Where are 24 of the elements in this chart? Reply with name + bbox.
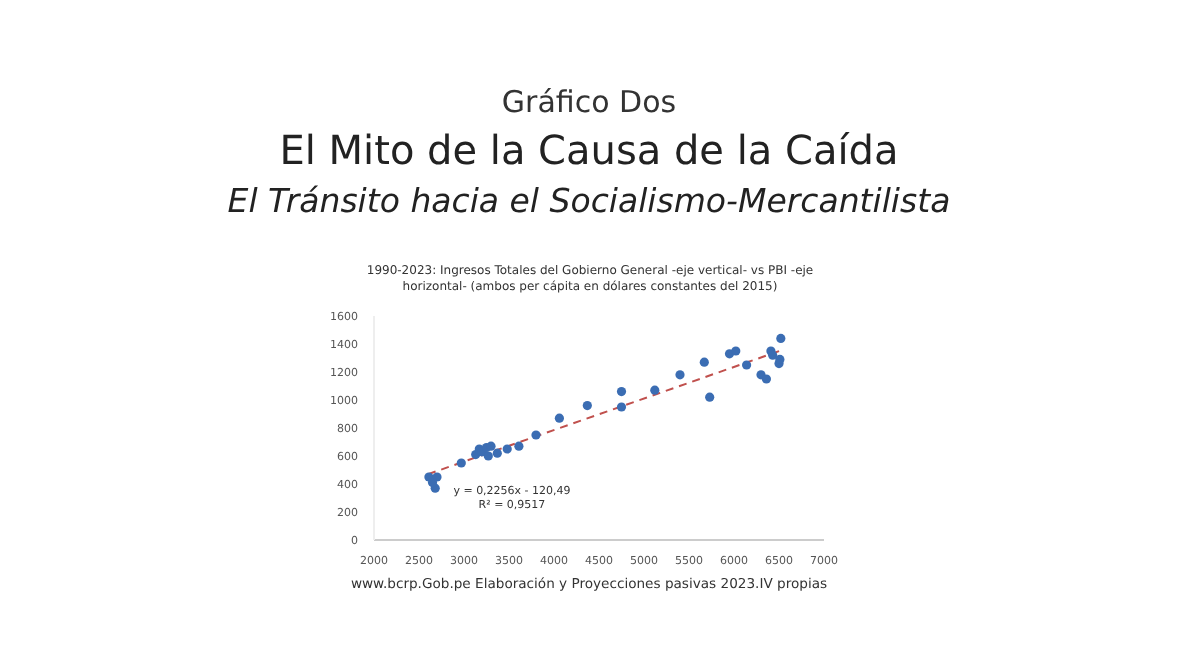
point bbox=[705, 392, 715, 402]
point bbox=[456, 458, 466, 468]
text: Gráfico Dos bbox=[499, 84, 679, 122]
point bbox=[582, 401, 592, 411]
point bbox=[675, 370, 685, 380]
point bbox=[616, 402, 627, 412]
point bbox=[514, 441, 524, 451]
point bbox=[492, 448, 502, 458]
point bbox=[483, 451, 493, 461]
point bbox=[742, 360, 752, 370]
point bbox=[427, 478, 438, 488]
point bbox=[486, 441, 496, 451]
point bbox=[616, 387, 627, 397]
chart-title: El Mito de la Causa de la Caída bbox=[277, 126, 901, 174]
point bbox=[699, 357, 709, 367]
point bbox=[775, 354, 785, 364]
chart-subtitle: El Tránsito hacia el Socialismo-Mercantilista bbox=[225, 182, 953, 220]
point bbox=[731, 346, 741, 356]
point bbox=[776, 333, 786, 343]
point bbox=[531, 430, 541, 440]
point bbox=[554, 413, 564, 423]
point bbox=[650, 385, 660, 395]
point bbox=[761, 374, 771, 384]
point bbox=[502, 444, 512, 454]
